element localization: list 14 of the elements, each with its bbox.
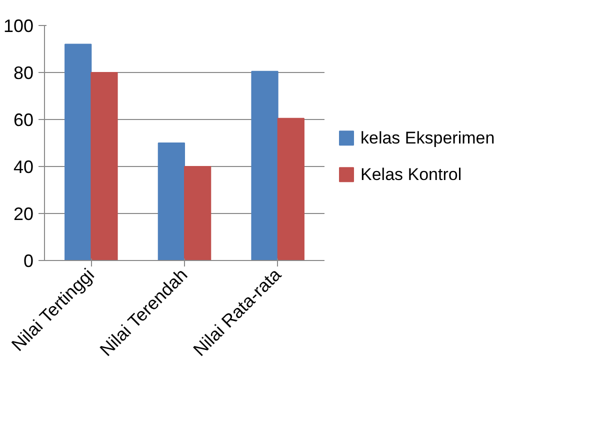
bar <box>64 44 92 260</box>
y-tick-label: 20 <box>13 204 34 224</box>
y-tick-label: 60 <box>13 110 34 130</box>
bar <box>90 72 118 260</box>
bar <box>251 70 278 260</box>
bar <box>184 166 212 260</box>
legend-label: kelas Eksperimen <box>360 128 495 148</box>
y-tick-label: 0 <box>23 251 34 271</box>
legend-label: Kelas Kontrol <box>360 165 462 184</box>
y-tick-label: 80 <box>13 63 34 83</box>
bar <box>158 142 185 260</box>
y-tick-label: 100 <box>3 16 34 36</box>
y-tick-label: 40 <box>13 157 34 177</box>
bar <box>277 118 304 260</box>
